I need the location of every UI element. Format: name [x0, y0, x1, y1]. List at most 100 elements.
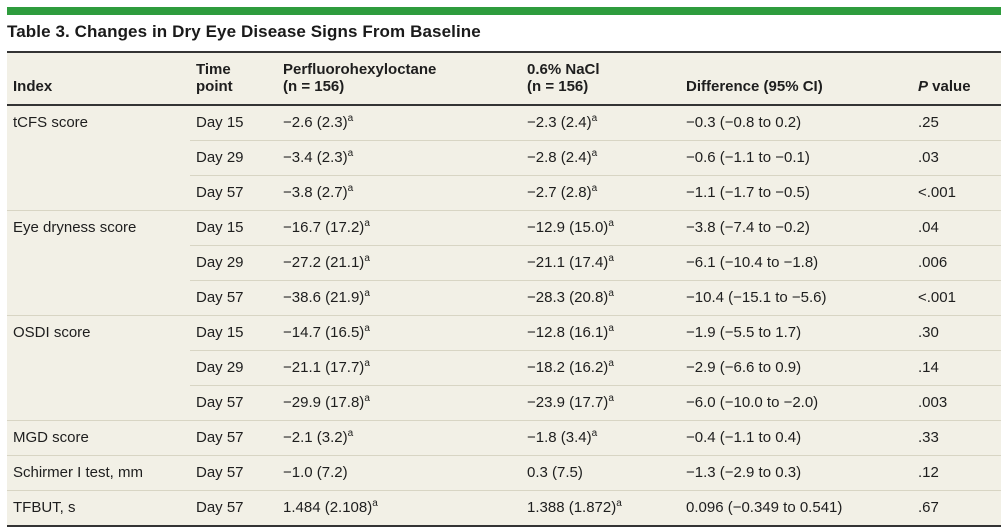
- cell-time-point: Day 15: [190, 104, 277, 141]
- cell-time-point: Day 57: [190, 490, 277, 527]
- table-row: Day 29 −21.1 (17.7)a −18.2 (16.2)a −2.9 (−6…: [7, 350, 1001, 386]
- footnote-marker: a: [608, 288, 614, 299]
- cell-time-point: Day 29: [190, 140, 277, 176]
- col-header-p-value: P value: [912, 53, 1001, 106]
- title-divider: [7, 51, 1001, 53]
- cell-p-value: <.001: [912, 175, 1001, 211]
- table-row: Schirmer I test, mm Day 57 −1.0 (7.2) 0.3 (…: [7, 455, 1001, 491]
- cell-difference: −1.9 (−5.5 to 1.7): [680, 315, 912, 351]
- accent-bar: [7, 7, 1001, 15]
- table-row: Day 29 −27.2 (21.1)a −21.1 (17.4)a −6.1 (−1…: [7, 245, 1001, 281]
- data-table: Index Time point Perfluorohexyloctane (n = 1…: [7, 53, 1001, 527]
- table-row: Eye dryness score Day 15 −16.7 (17.2)a −12.…: [7, 210, 1001, 316]
- cell-nacl: −2.8 (2.4)a: [521, 140, 680, 176]
- cell-pfho: −38.6 (21.9)a: [277, 280, 521, 316]
- cell-difference: −6.0 (−10.0 to −2.0): [680, 385, 912, 421]
- cell-difference: −3.8 (−7.4 to −0.2): [680, 210, 912, 246]
- cell-index: MGD score: [7, 420, 190, 456]
- footnote-marker: a: [608, 358, 614, 369]
- cell-nacl: −2.3 (2.4)a: [521, 104, 680, 141]
- cell-p-value: .33: [912, 420, 1001, 456]
- cell-difference: −0.4 (−1.1 to 0.4): [680, 420, 912, 456]
- cell-nacl: −12.8 (16.1)a: [521, 315, 680, 351]
- footnote-marker: a: [616, 498, 622, 509]
- cell-index: Eye dryness score: [7, 210, 190, 316]
- cell-nacl: −23.9 (17.7)a: [521, 385, 680, 421]
- footnote-marker: a: [364, 253, 370, 264]
- footnote-marker: a: [608, 218, 614, 229]
- cell-difference: −0.3 (−0.8 to 0.2): [680, 104, 912, 141]
- col-header-index: Index: [7, 53, 190, 106]
- cell-difference: −10.4 (−15.1 to −5.6): [680, 280, 912, 316]
- cell-p-value: .04: [912, 210, 1001, 246]
- footnote-marker: a: [347, 183, 354, 194]
- cell-nacl: −2.7 (2.8)a: [521, 175, 680, 211]
- cell-pfho: −2.1 (3.2)a: [277, 420, 521, 456]
- cell-time-point: Day 15: [190, 210, 277, 246]
- cell-p-value: .25: [912, 104, 1001, 141]
- cell-p-value: .003: [912, 385, 1001, 421]
- cell-time-point: Day 57: [190, 385, 277, 421]
- col-header-time-point: Time point: [190, 53, 277, 106]
- col-header-difference: Difference (95% CI): [680, 53, 912, 106]
- cell-p-value: .03: [912, 140, 1001, 176]
- cell-index: tCFS score: [7, 104, 190, 211]
- cell-pfho: −16.7 (17.2)a: [277, 210, 521, 246]
- cell-difference: −2.9 (−6.6 to 0.9): [680, 350, 912, 386]
- cell-p-value: .14: [912, 350, 1001, 386]
- footnote-marker: a: [347, 428, 354, 439]
- footnote-marker: a: [364, 323, 370, 334]
- cell-p-value: <.001: [912, 280, 1001, 316]
- cell-p-value: .30: [912, 315, 1001, 351]
- footnote-marker: a: [347, 148, 354, 159]
- table-row: Day 29 −3.4 (2.3)a −2.8 (2.4)a −0.6 (−1.1 t…: [7, 140, 1001, 176]
- cell-index: Schirmer I test, mm: [7, 455, 190, 491]
- footnote-marker: a: [591, 428, 598, 439]
- table-row: Day 57 −3.8 (2.7)a −2.7 (2.8)a −1.1 (−1.7 t…: [7, 175, 1001, 211]
- cell-difference: 0.096 (−0.349 to 0.541): [680, 490, 912, 527]
- cell-nacl: 1.388 (1.872)a: [521, 490, 680, 527]
- table-row: Day 57 −29.9 (17.8)a −23.9 (17.7)a −6.0 (−1…: [7, 385, 1001, 421]
- cell-pfho: −29.9 (17.8)a: [277, 385, 521, 421]
- footnote-marker: a: [364, 358, 370, 369]
- cell-time-point: Day 57: [190, 280, 277, 316]
- footnote-marker: a: [372, 498, 378, 509]
- footnote-marker: a: [608, 393, 614, 404]
- cell-pfho: 1.484 (2.108)a: [277, 490, 521, 527]
- header-row: Index Time point Perfluorohexyloctane (n = 1…: [7, 53, 1001, 106]
- footnote-marker: a: [364, 218, 370, 229]
- cell-p-value: .006: [912, 245, 1001, 281]
- cell-time-point: Day 57: [190, 175, 277, 211]
- cell-time-point: Day 57: [190, 455, 277, 491]
- footnote-marker: a: [608, 253, 614, 264]
- cell-time-point: Day 57: [190, 420, 277, 456]
- page-title: Table 3. Changes in Dry Eye Disease Sign…: [7, 22, 481, 41]
- table-row: tCFS score Day 15 −2.6 (2.3)a −2.3 (2.4)a −0…: [7, 104, 1001, 211]
- cell-index: OSDI score: [7, 315, 190, 421]
- table-header: Index Time point Perfluorohexyloctane (n = 1…: [7, 53, 1001, 106]
- col-header-pfho: Perfluorohexyloctane (n = 156): [277, 53, 521, 106]
- footnote-marker: a: [591, 113, 598, 124]
- cell-pfho: −21.1 (17.7)a: [277, 350, 521, 386]
- cell-pfho: −3.4 (2.3)a: [277, 140, 521, 176]
- cell-pfho: −1.0 (7.2): [277, 455, 521, 491]
- cell-difference: −6.1 (−10.4 to −1.8): [680, 245, 912, 281]
- cell-nacl: 0.3 (7.5): [521, 455, 680, 491]
- footnote-marker: a: [591, 148, 598, 159]
- footnote-marker: a: [364, 288, 370, 299]
- cell-pfho: −3.8 (2.7)a: [277, 175, 521, 211]
- cell-pfho: −14.7 (16.5)a: [277, 315, 521, 351]
- table-body: tCFS score Day 15 −2.6 (2.3)a −2.3 (2.4)a −0…: [7, 104, 1001, 527]
- cell-nacl: −12.9 (15.0)a: [521, 210, 680, 246]
- cell-time-point: Day 29: [190, 350, 277, 386]
- table-row: OSDI score Day 15 −14.7 (16.5)a −12.8 (16.1…: [7, 315, 1001, 421]
- footnote-marker: a: [364, 393, 370, 404]
- cell-difference: −1.1 (−1.7 to −0.5): [680, 175, 912, 211]
- cell-nacl: −21.1 (17.4)a: [521, 245, 680, 281]
- table-row: Day 57 −38.6 (21.9)a −28.3 (20.8)a −10.4 (−…: [7, 280, 1001, 316]
- cell-difference: −1.3 (−2.9 to 0.3): [680, 455, 912, 491]
- table-row: MGD score Day 57 −2.1 (3.2)a −1.8 (3.4)a −0.…: [7, 420, 1001, 456]
- footnote-marker: a: [347, 113, 354, 124]
- cell-p-value: .12: [912, 455, 1001, 491]
